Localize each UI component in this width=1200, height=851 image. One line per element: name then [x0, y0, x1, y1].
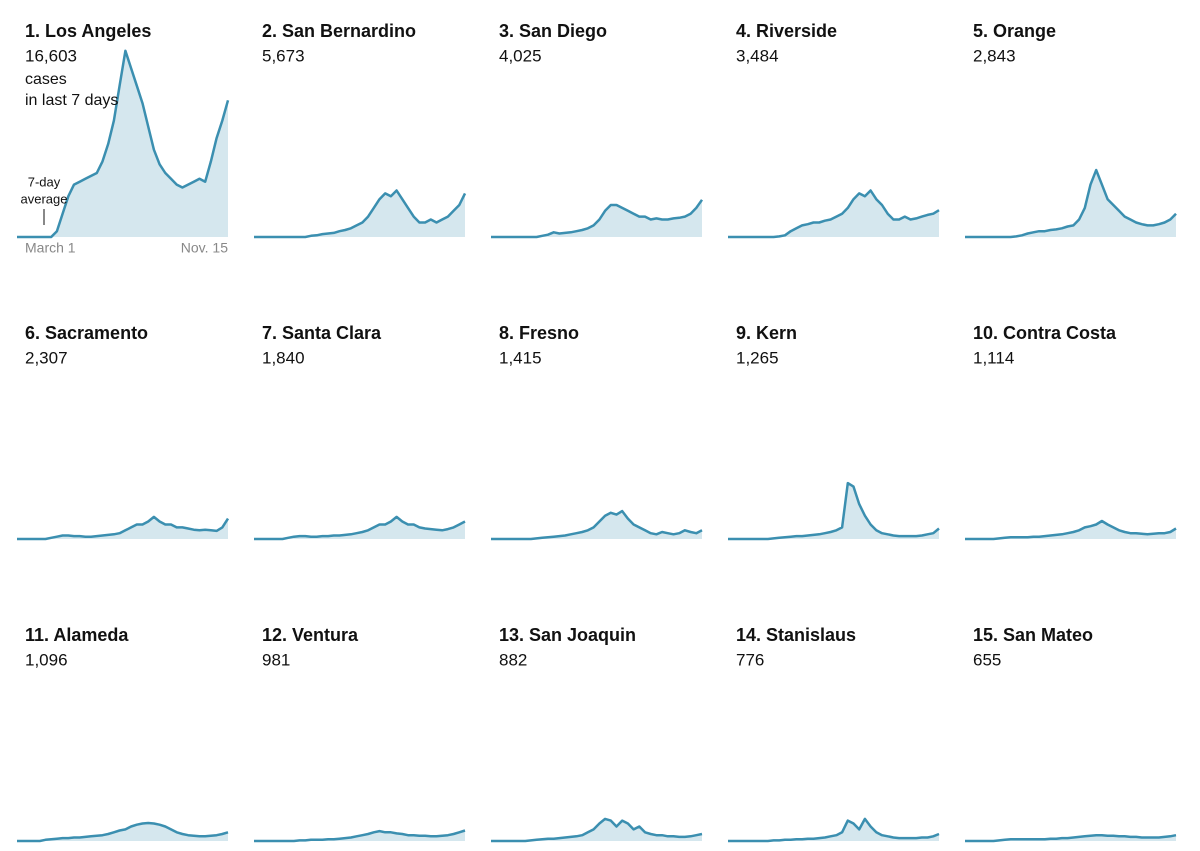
panel-value: 981	[262, 650, 290, 669]
panel: 10. Contra Costa 1,114	[965, 323, 1177, 541]
annotation: cases	[25, 71, 67, 88]
panel-title: 15. San Mateo	[973, 625, 1093, 645]
panel-value: 1,840	[262, 348, 305, 367]
panel: 12. Ventura 981	[254, 625, 466, 843]
average-line	[17, 515, 230, 541]
panel: 11. Alameda 1,096	[17, 625, 229, 843]
panel-title: 2. San Bernardino	[262, 21, 416, 41]
panel-value: 1,096	[25, 650, 68, 669]
panel-value: 5,673	[262, 46, 305, 65]
average-line	[965, 833, 1177, 843]
panel-value: 2,843	[973, 46, 1016, 65]
average-line	[728, 481, 940, 541]
panel-value: 1,265	[736, 348, 779, 367]
average-line	[17, 821, 229, 843]
panel-value: 3,484	[736, 46, 779, 65]
panel-value: 776	[736, 650, 764, 669]
panel-value: 16,603	[25, 46, 77, 65]
daily-area	[17, 50, 228, 237]
average-line	[254, 829, 466, 843]
daily-area	[254, 516, 465, 539]
daily-area	[17, 516, 228, 539]
average-line	[491, 817, 703, 843]
average-line	[491, 509, 703, 541]
panel-value: 4,025	[499, 46, 542, 65]
panel: 14. Stanislaus 776	[728, 625, 940, 843]
average-line	[17, 49, 230, 239]
panel: March 1 Nov. 15 1. Los Angeles 16,603 cases i…	[17, 21, 230, 256]
daily-area	[254, 190, 465, 237]
average-line	[254, 189, 467, 239]
daily-area	[17, 823, 228, 841]
panel: 7. Santa Clara 1,840	[254, 323, 466, 541]
average-line	[965, 519, 1177, 541]
panel-title: 11. Alameda	[25, 625, 129, 645]
average-line	[728, 189, 940, 239]
annotation: 7-day	[28, 174, 61, 189]
daily-area	[491, 818, 702, 841]
panel-title: 5. Orange	[973, 21, 1056, 41]
panel-value: 882	[499, 650, 527, 669]
panel-value: 2,307	[25, 348, 68, 367]
panel: 6. Sacramento 2,307	[17, 323, 230, 541]
average-line	[254, 515, 466, 541]
panel-title: 13. San Joaquin	[499, 625, 636, 645]
daily-area	[491, 199, 702, 237]
panel: 15. San Mateo 655	[965, 625, 1177, 843]
panel-title: 9. Kern	[736, 323, 797, 343]
panel-title: 3. San Diego	[499, 21, 607, 41]
daily-area	[965, 170, 1176, 237]
average-line	[965, 168, 1177, 239]
panel-title: 7. Santa Clara	[262, 323, 382, 343]
panel-title: 14. Stanislaus	[736, 625, 856, 645]
panel-title: 1. Los Angeles	[25, 21, 151, 41]
annotation: in last 7 days	[25, 92, 118, 109]
panel-value: 1,415	[499, 348, 542, 367]
average-line	[728, 817, 940, 843]
panel: 4. Riverside 3,484	[728, 21, 940, 239]
average-line	[491, 199, 704, 239]
panel: 5. Orange 2,843	[965, 21, 1177, 239]
panel-title: 4. Riverside	[736, 21, 837, 41]
daily-area	[965, 521, 1176, 539]
panel: 2. San Bernardino 5,673	[254, 21, 467, 239]
daily-area	[728, 190, 939, 237]
panel-title: 8. Fresno	[499, 323, 579, 343]
panel: 9. Kern 1,265	[728, 323, 940, 541]
panel: 3. San Diego 4,025	[491, 21, 704, 239]
panel-value: 1,114	[973, 348, 1014, 367]
panel-value: 655	[973, 650, 1001, 669]
panel-title: 6. Sacramento	[25, 323, 148, 343]
panel-title: 12. Ventura	[262, 625, 359, 645]
x-tick-label: March 1	[25, 240, 76, 256]
panel: 8. Fresno 1,415	[491, 323, 703, 541]
x-tick-label: Nov. 15	[181, 240, 228, 256]
annotation: average	[21, 191, 68, 206]
panel: 13. San Joaquin 882	[491, 625, 703, 843]
panel-title: 10. Contra Costa	[973, 323, 1117, 343]
